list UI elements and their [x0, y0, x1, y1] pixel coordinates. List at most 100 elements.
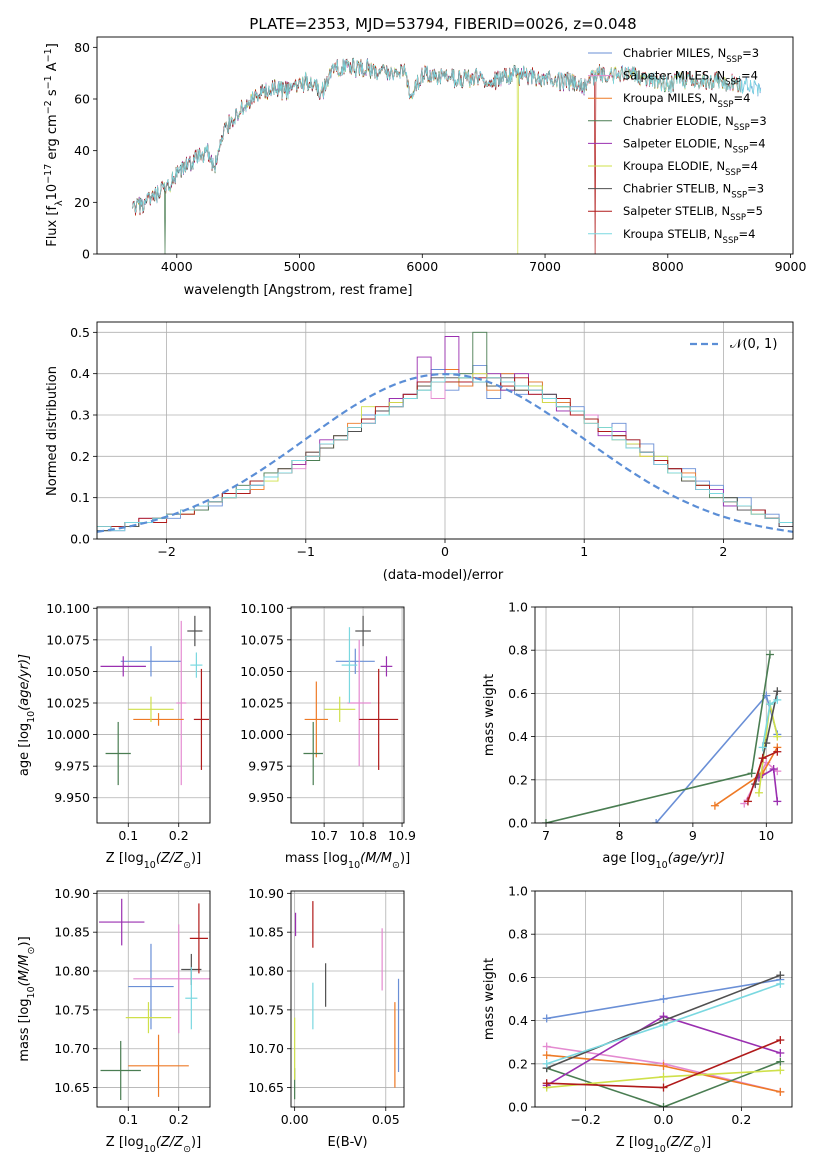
y-tick-label: 0.2	[508, 772, 528, 787]
x-tick-label: 0.00	[281, 1112, 309, 1127]
y-tick-label: 10.100	[46, 601, 90, 616]
legend-entry: Salpeter ELODIE, NSSP=4	[623, 136, 766, 155]
y-tick-label: 10.000	[46, 727, 90, 742]
x-axis-label: Z [log10(Z/Z⊙)]	[106, 851, 201, 871]
y-tick-label: 0.0	[70, 532, 90, 547]
axes-frame	[96, 36, 794, 255]
y-tick-label: 0.4	[508, 729, 528, 744]
spectrum-series-salpeter_stelib	[132, 57, 742, 254]
legend-entry: 𝒩(0, 1)	[730, 337, 777, 352]
x-tick-label: 6000	[406, 259, 438, 274]
y-tick-label: 0.3	[70, 408, 90, 423]
y-tick-label: 0.0	[508, 816, 528, 831]
spectrum-legend: Chabrier MILES, NSSP=3 Salpeter MILES, NS…	[588, 46, 767, 246]
series-chabrier_elodie	[546, 1060, 781, 1107]
y-axis-label: mass weight	[482, 674, 497, 756]
x-tick-label: 0.2	[731, 1112, 751, 1127]
y-tick-label: 0.5	[70, 325, 90, 340]
weights_vs_z-chart: −0.2 0.0 0.2 0.0 0.2 0.4 0.6 0.8 1.0 Z [log10(Z/Z…	[482, 884, 793, 1155]
y-tick-label: 80	[74, 40, 90, 55]
y-tick-label: 10.050	[240, 664, 284, 679]
mass_vs_z-chart: 0.1 0.2 10.65 10.70 10.75 10.80 10.85 10.90 Z [l…	[17, 886, 211, 1155]
x-axis-label: age [log10(age/yr)]	[602, 851, 724, 871]
y-tick-label: 10.90	[54, 886, 90, 901]
spectrum-series-chabrier_stelib	[132, 57, 607, 215]
legend-entry: Salpeter MILES, NSSP=4	[623, 69, 758, 88]
x-tick-label: 10	[758, 828, 774, 843]
y-tick-label: 10.80	[54, 964, 90, 979]
y-tick-label: 0.2	[70, 449, 90, 464]
x-tick-label: 10.8	[349, 828, 377, 843]
axes-frame	[290, 606, 405, 824]
y-axis-label: age [log10(age/yr)]	[17, 654, 37, 776]
points-group	[303, 615, 399, 786]
x-tick-label: 0.0	[654, 1112, 674, 1127]
axes-frame	[96, 606, 211, 824]
x-tick-label: 0.2	[169, 1112, 189, 1127]
y-axis-label: mass [log10(M/M⊙)]	[17, 936, 37, 1061]
y-tick-label: 10.050	[46, 664, 90, 679]
y-tick-label: 10.65	[54, 1080, 90, 1095]
x-tick-label: 8	[615, 828, 623, 843]
x-tick-label: 4000	[161, 259, 193, 274]
y-tick-label: 10.90	[248, 886, 284, 901]
age_vs_z-chart: 0.1 0.2 9.950 9.975 10.000 10.025 10.050 10.075…	[17, 601, 211, 871]
y-tick-label: 10.025	[46, 696, 90, 711]
axes-frame	[96, 321, 794, 540]
y-tick-label: 10.80	[248, 964, 284, 979]
spectrum-series-salpeter_elodie	[132, 58, 607, 215]
x-tick-label: 0.1	[118, 828, 138, 843]
x-tick-label: 7000	[529, 259, 561, 274]
points-group	[294, 901, 400, 1100]
y-tick-label: 10.85	[248, 925, 284, 940]
y-tick-label: 0.4	[70, 366, 90, 381]
axes-frame	[96, 890, 211, 1108]
spectrum-series-kroupa_elodie	[132, 58, 741, 254]
y-tick-label: 0.2	[508, 1056, 528, 1071]
normal-curve	[97, 372, 793, 533]
x-axis-label: Z [log10(Z/Z⊙)]	[106, 1135, 201, 1155]
y-tick-label: 0.4	[508, 1013, 528, 1028]
axes-frame	[534, 890, 793, 1108]
y-axis-label: Normed distribution	[45, 366, 60, 496]
y-tick-label: 40	[74, 143, 90, 158]
y-tick-label: 10.75	[248, 1002, 284, 1017]
x-axis-label: mass [log10(M/M⊙)]	[285, 851, 410, 871]
y-tick-label: 9.950	[248, 790, 284, 805]
y-tick-label: 0.1	[70, 490, 90, 505]
x-tick-label: −1	[297, 544, 315, 559]
x-tick-label: 2	[719, 544, 727, 559]
x-tick-label: −2	[157, 544, 175, 559]
legend-entry: Salpeter STELIB, NSSP=5	[623, 204, 763, 223]
x-tick-label: 7	[542, 828, 550, 843]
x-tick-label: 9000	[775, 259, 807, 274]
y-tick-label: 0.8	[508, 927, 528, 942]
x-tick-label: 0.05	[372, 1112, 400, 1127]
x-tick-label: 9	[689, 828, 697, 843]
x-axis-label: wavelength [Angstrom, rest frame]	[184, 283, 413, 298]
y-tick-label: 9.975	[248, 759, 284, 774]
y-axis-label: mass weight	[482, 958, 497, 1040]
weights_vs_age-chart: 7 8 9 10 0.0 0.2 0.4 0.6 0.8 1.0 age [log10(age/yr…	[482, 600, 793, 871]
y-tick-label: 10.70	[248, 1041, 284, 1056]
y-tick-label: 0.8	[508, 643, 528, 658]
x-tick-label: −0.2	[570, 1112, 600, 1127]
x-tick-label: 8000	[652, 259, 684, 274]
y-tick-label: 10.075	[46, 632, 90, 647]
x-tick-label: 10.7	[310, 828, 338, 843]
x-axis-label: Z [log10(Z/Z⊙)]	[616, 1135, 711, 1155]
y-tick-label: 10.65	[248, 1080, 284, 1095]
spectrum-series-kroupa_miles	[132, 58, 607, 216]
spectrum-series-kroupa_stelib	[132, 58, 762, 213]
y-tick-label: 20	[74, 195, 90, 210]
x-tick-label: 0.1	[118, 1112, 138, 1127]
y-tick-label: 10.75	[54, 1002, 90, 1017]
x-tick-label: 10.9	[388, 828, 416, 843]
legend-entry: Chabrier MILES, NSSP=3	[623, 46, 759, 65]
x-tick-label: 0	[441, 544, 449, 559]
lines-group	[542, 650, 782, 823]
axes-frame	[290, 890, 405, 1108]
y-tick-label: 10.100	[240, 601, 284, 616]
residual-chart: −2 −1 0 1 2 0.0 0.1 0.2 0.3 0.4 0.5 𝒩(0, 1) (data-mo…	[45, 321, 794, 583]
